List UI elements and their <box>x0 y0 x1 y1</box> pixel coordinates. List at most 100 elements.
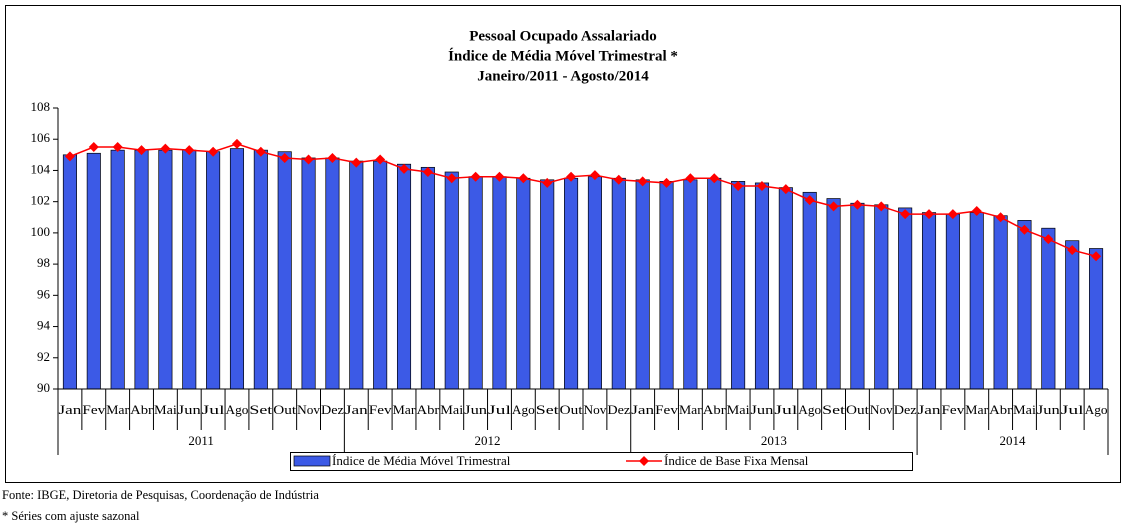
x-tick-label: Ago <box>798 402 821 417</box>
marker <box>661 177 672 188</box>
bar <box>158 149 173 390</box>
marker <box>422 167 433 178</box>
x-tick-label: Jul <box>1061 402 1084 417</box>
bar <box>373 160 388 390</box>
legend-label: Índice de Média Móvel Trimestral <box>332 453 511 468</box>
legend-marker <box>639 456 649 466</box>
marker <box>494 171 505 182</box>
bar <box>86 152 101 390</box>
bar <box>349 160 364 390</box>
bar <box>229 148 245 390</box>
x-tick-label: Jun <box>1037 402 1060 417</box>
x-tick-label: Ago <box>512 402 535 417</box>
y-tick-label: 102 <box>31 193 51 208</box>
x-tick-label: Jan <box>631 402 655 417</box>
x-group-label: 2011 <box>188 433 214 448</box>
marker <box>1091 251 1102 262</box>
marker <box>542 177 553 188</box>
x-group-label: 2014 <box>1000 433 1027 448</box>
bar <box>468 176 483 390</box>
marker <box>780 184 791 195</box>
bar <box>492 176 507 390</box>
bar <box>587 176 602 390</box>
marker <box>613 174 624 185</box>
x-tick-label: Jan <box>59 402 83 417</box>
marker <box>924 209 935 220</box>
marker <box>852 199 863 210</box>
bar <box>802 191 817 390</box>
chart-title: Índice de Média Móvel Trimestral * <box>448 47 678 64</box>
x-tick-label: Set <box>249 402 272 417</box>
bar <box>1041 227 1056 390</box>
marker <box>804 195 815 206</box>
x-tick-label: Jul <box>202 402 225 417</box>
marker <box>327 152 338 163</box>
bar <box>945 213 960 390</box>
marker <box>566 171 577 182</box>
y-tick-label: 100 <box>31 224 51 239</box>
marker <box>136 145 147 156</box>
y-tick-label: 104 <box>31 161 51 176</box>
x-tick-label: Out <box>273 402 296 417</box>
x-tick-label: Out <box>846 402 869 417</box>
marker <box>1067 245 1078 256</box>
marker <box>756 181 767 192</box>
chart-title: Pessoal Ocupado Assalariado <box>469 28 657 44</box>
y-tick-label: 92 <box>37 349 50 364</box>
x-tick-label: Jan <box>918 402 942 417</box>
bar <box>874 204 889 390</box>
y-tick-label: 94 <box>37 318 51 333</box>
bar <box>564 177 579 390</box>
x-tick-label: Abr <box>989 402 1013 417</box>
x-tick-label: Mai <box>154 402 177 417</box>
bar <box>396 163 412 390</box>
x-tick-label: Nov <box>297 402 320 417</box>
x-group-label: 2013 <box>761 433 787 448</box>
bar <box>206 151 221 390</box>
marker <box>828 201 839 212</box>
bar <box>731 181 746 390</box>
marker <box>160 143 171 154</box>
bar <box>969 212 984 390</box>
y-tick-label: 98 <box>37 255 50 270</box>
x-tick-label: Out <box>560 402 583 417</box>
bar <box>301 157 316 390</box>
footnote: Fonte: IBGE, Diretoria de Pesquisas, Coo… <box>2 488 319 502</box>
x-tick-label: Dez <box>321 402 344 417</box>
bar <box>1017 220 1032 390</box>
x-tick-label: Jun <box>178 402 201 417</box>
bar <box>253 149 268 390</box>
x-tick-label: Mar <box>393 402 417 417</box>
x-tick-label: Fev <box>82 402 105 417</box>
x-tick-label: Set <box>822 402 845 417</box>
marker <box>733 181 744 192</box>
bar <box>898 207 913 390</box>
bar <box>277 151 292 390</box>
bar <box>444 171 459 390</box>
marker <box>64 151 75 162</box>
x-tick-label: Jun <box>751 402 774 417</box>
marker <box>399 163 410 174</box>
bar <box>1065 240 1080 390</box>
marker <box>900 209 911 220</box>
footnote: * Séries com ajuste sazonal <box>2 509 140 523</box>
x-tick-label: Mai <box>727 402 750 417</box>
bar <box>921 212 937 390</box>
x-tick-label: Fev <box>941 402 964 417</box>
x-tick-label: Ago <box>1085 402 1108 417</box>
x-tick-label: Abr <box>416 402 440 417</box>
bar <box>325 157 340 390</box>
bar <box>635 179 650 390</box>
bar <box>540 179 555 390</box>
x-tick-label: Dez <box>607 402 630 417</box>
legend-box <box>290 452 913 471</box>
x-tick-label: Mai <box>440 402 463 417</box>
x-group-label: 2012 <box>475 433 501 448</box>
x-tick-label: Abr <box>703 402 727 417</box>
marker <box>112 142 123 153</box>
x-tick-label: Jun <box>464 402 487 417</box>
bar <box>826 198 841 390</box>
x-tick-label: Abr <box>130 402 154 417</box>
marker <box>184 145 195 156</box>
